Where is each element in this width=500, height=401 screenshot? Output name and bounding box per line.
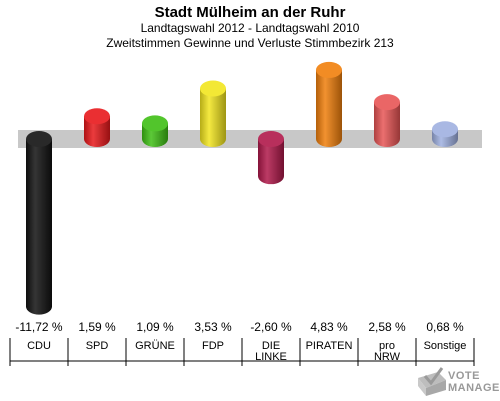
bar-cdu [26, 131, 52, 315]
category-label-fdp: FDP [202, 340, 224, 352]
category-label-piraten: PIRATEN [306, 340, 353, 352]
votemanager-logo: VOTE MANAGER [416, 366, 500, 398]
value-label-gr-ne: 1,09 % [136, 320, 174, 334]
value-label-cdu: -11,72 % [15, 320, 62, 334]
value-label-fdp: 3,53 % [194, 320, 232, 334]
chart-subtitle-election: Landtagswahl 2012 - Landtagswahl 2010 [140, 21, 360, 35]
value-label-pro-nrw: 2,58 % [368, 320, 406, 334]
chart-title: Stadt Mülheim an der Ruhr [154, 4, 346, 21]
chart-title-block: Stadt Mülheim an der Ruhr Landtagswahl 2… [0, 4, 500, 51]
value-label-piraten: 4,83 % [310, 320, 348, 334]
bar-spd [84, 108, 110, 147]
chart-subtitle-district: Zweitstimmen Gewinne und Verluste Stimmb… [106, 36, 394, 50]
value-label-sonstige: 0,68 % [426, 320, 464, 334]
baseline-band [18, 130, 482, 148]
category-label-die-linke: DIE LINKE [255, 340, 287, 363]
value-label-spd: 1,59 % [78, 320, 116, 334]
category-label-pro-nrw: pro NRW [374, 340, 401, 363]
bar-gr-ne [142, 115, 168, 147]
bar-die-linke [258, 131, 284, 185]
ballot-box-icon [418, 367, 446, 396]
bar-pro-nrw [374, 94, 400, 147]
category-label-gr-ne: GRÜNE [135, 340, 175, 352]
category-label-spd: SPD [86, 340, 109, 352]
logo-wordmark: VOTE MANAGER [448, 370, 500, 394]
value-label-die-linke: -2,60 % [250, 320, 292, 334]
bar-piraten [316, 61, 342, 147]
category-label-sonstige: Sonstige [424, 340, 467, 352]
bar-fdp [200, 80, 226, 147]
category-label-cdu: CDU [27, 340, 51, 352]
bar-sonstige [432, 121, 458, 147]
